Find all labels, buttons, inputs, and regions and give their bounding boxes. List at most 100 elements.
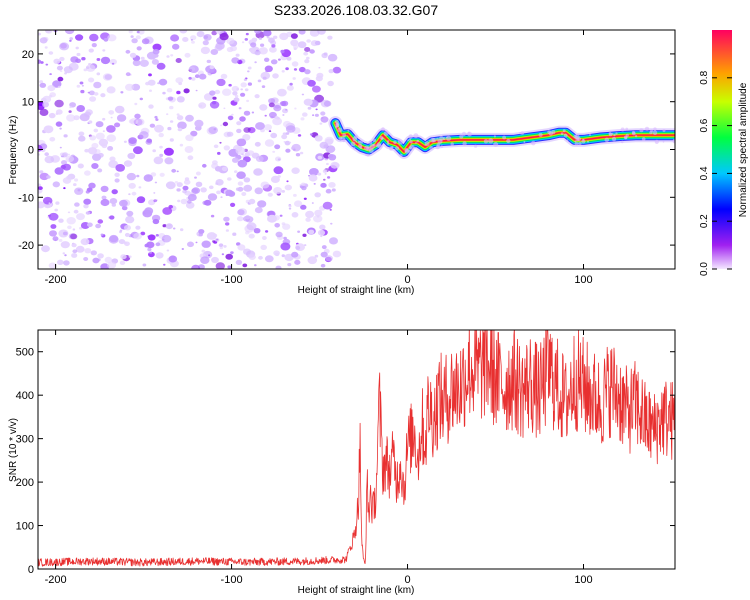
ridge-speckle [662, 129, 666, 132]
y-tick-label: -10 [18, 192, 34, 204]
noise-blob [170, 34, 180, 42]
noise-blob [129, 118, 139, 125]
noise-blob [178, 82, 183, 86]
noise-blob [65, 155, 75, 163]
ridge-speckle [404, 148, 409, 153]
noise-blob [163, 263, 166, 266]
noise-blob [269, 111, 277, 119]
noise-blob [290, 33, 298, 39]
noise-blob [301, 93, 305, 96]
noise-blob [304, 47, 311, 52]
ridge-speckle [560, 132, 564, 135]
noise-blob [128, 193, 131, 196]
noise-blob [264, 139, 275, 147]
noise-blob [231, 113, 234, 116]
noise-blob [323, 178, 326, 181]
noise-blob [107, 261, 117, 269]
noise-blob [312, 85, 321, 93]
noise-blob [302, 233, 307, 237]
noise-blob [103, 37, 109, 42]
noise-blob [63, 260, 70, 266]
noise-blob [114, 105, 125, 114]
noise-blob [184, 52, 191, 58]
noise-blob [264, 114, 267, 117]
noise-blob [241, 192, 247, 196]
noise-blob [281, 134, 288, 140]
noise-blob [57, 259, 64, 265]
noise-blob [96, 72, 101, 76]
noise-blob [254, 141, 261, 147]
noise-blob [303, 197, 307, 200]
noise-blob [83, 198, 92, 205]
noise-blob [176, 170, 179, 173]
noise-blob [152, 218, 160, 225]
noise-blob [286, 180, 289, 183]
noise-blob [195, 181, 203, 187]
ridge-speckle [459, 134, 464, 139]
noise-blob [212, 101, 217, 105]
noise-blob [322, 169, 327, 173]
noise-blob [219, 246, 223, 250]
ridge-speckle [551, 130, 556, 135]
noise-blob [66, 217, 76, 225]
noise-blob [235, 187, 241, 191]
noise-blob [144, 207, 154, 215]
noise-blob [91, 163, 99, 169]
noise-blob [194, 74, 200, 79]
noise-blob [64, 254, 67, 257]
noise-blob [91, 43, 97, 48]
y-tick-label: 100 [16, 521, 34, 533]
noise-blob [96, 58, 101, 61]
ridge-speckle [336, 123, 340, 127]
noise-blob [220, 73, 228, 79]
noise-blob [38, 201, 45, 209]
noise-blob [274, 252, 280, 257]
noise-blob [49, 92, 56, 98]
noise-blob [167, 126, 172, 131]
noise-blob [159, 153, 164, 157]
noise-blob [126, 172, 137, 181]
ridge-speckle [654, 139, 659, 144]
noise-blob [64, 30, 75, 35]
noise-blob [264, 124, 272, 131]
noise-blob [119, 260, 126, 265]
noise-blob [135, 225, 141, 230]
noise-blob [140, 56, 145, 60]
snr-panel: -200 -100 0 100 0 100 200 300 400 500 Height of … [8, 329, 676, 596]
ridge-speckle [493, 135, 496, 138]
noise-blob [49, 137, 56, 142]
colorbar-tick-label: 0.8 [699, 70, 710, 84]
noise-blob [203, 35, 208, 39]
noise-blob [240, 92, 246, 97]
noise-blob [181, 248, 184, 250]
noise-blob [201, 249, 206, 253]
noise-blob [246, 99, 250, 103]
noise-blob [237, 159, 248, 168]
noise-blob [243, 110, 251, 116]
noise-blob [95, 121, 104, 128]
noise-blob [123, 241, 127, 244]
y-tick-label: 500 [16, 347, 34, 359]
noise-blob [187, 241, 194, 248]
noise-blob [176, 90, 181, 95]
noise-blob [232, 91, 238, 96]
noise-blob [39, 82, 47, 88]
noise-blob [291, 212, 299, 218]
noise-blob [217, 30, 221, 33]
noise-blob [212, 240, 216, 243]
noise-blob [155, 118, 159, 121]
noise-blob [308, 174, 318, 182]
noise-blob [80, 89, 85, 94]
noise-blob [293, 193, 297, 197]
noise-blob [194, 119, 204, 128]
noise-blob [273, 166, 284, 175]
noise-blob [260, 244, 268, 250]
noise-blob [125, 72, 131, 77]
noise-blob [285, 109, 288, 111]
noise-blob [119, 199, 128, 207]
noise-blob [247, 66, 252, 70]
noise-blob [102, 130, 105, 133]
noise-blob [140, 231, 146, 236]
noise-blob [215, 179, 224, 186]
noise-blob [297, 41, 307, 49]
